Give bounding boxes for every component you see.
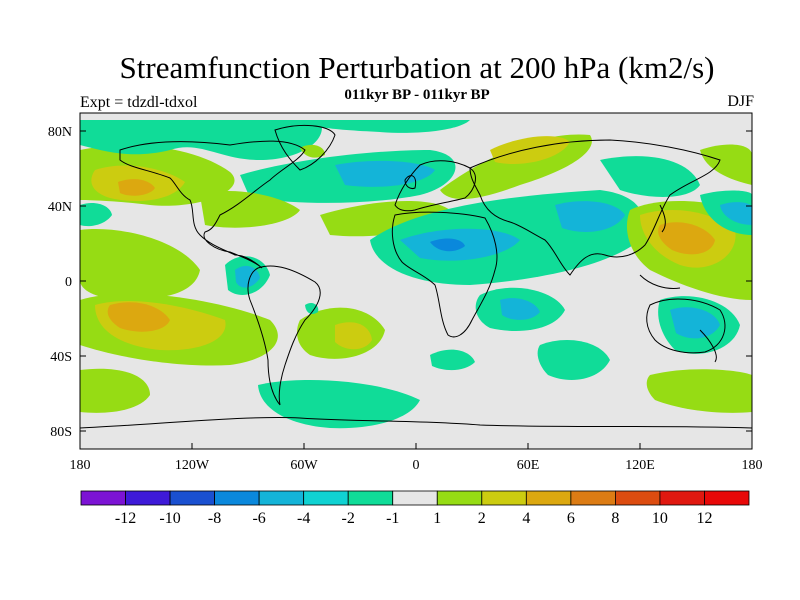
coast-greenland (274, 125, 336, 171)
contour-positive-region (658, 222, 715, 255)
map-panel (80, 113, 752, 449)
colorbar-swatch (169, 490, 216, 506)
colorbar-label: 10 (652, 510, 668, 527)
contour-negative-region (555, 201, 625, 232)
colorbar-label: 12 (696, 510, 712, 527)
contour-positive-region (700, 144, 752, 185)
colorbar-label: -2 (342, 510, 355, 527)
contour-negative-region (258, 380, 420, 429)
lat-axis: 80N 40N 0 40S 80S (48, 125, 752, 440)
contour-positive-region (107, 302, 170, 332)
coast-asia (469, 139, 721, 276)
colorbar-label: 2 (478, 510, 486, 527)
coast-africa (391, 211, 498, 338)
contour-negative-region (600, 156, 700, 197)
colorbar-swatch (392, 490, 438, 506)
contour-negative-region (500, 298, 540, 320)
lat-tick-label: 40S (50, 350, 72, 365)
map-subtitle: 011kyr BP - 011kyr BP (344, 87, 490, 103)
lon-tick-label: 60W (290, 458, 318, 473)
contour-negative-region (305, 302, 319, 314)
colorbar-swatch (347, 490, 394, 506)
coast-south-america (247, 265, 321, 406)
contour-negative-region (537, 340, 610, 380)
contour-positive-region (200, 190, 300, 228)
map-title: Streamfunction Perturbation at 200 hPa (… (119, 50, 715, 85)
contour-positive-region (646, 369, 752, 413)
lon-tick-label: 0 (413, 458, 420, 473)
coast-north-america (119, 140, 306, 269)
contour-negative-region (335, 160, 435, 187)
colorbar-label: -12 (115, 510, 136, 527)
contour-negative-region (430, 238, 465, 252)
colorbar-label: -4 (297, 510, 310, 527)
lat-tick-label: 0 (65, 275, 72, 290)
colorbar-swatch (303, 490, 349, 506)
contour-negative-region (670, 307, 720, 339)
coastlines (80, 125, 752, 429)
colorbar-label: 8 (611, 510, 619, 527)
lon-tick-label: 120E (625, 458, 655, 473)
contour-positive-region (80, 229, 200, 300)
contour-positive-region (335, 322, 372, 350)
colorbar-swatch (570, 490, 616, 506)
lat-tick-label: 40N (48, 200, 72, 215)
lat-tick-label: 80N (48, 125, 72, 140)
colorbar-swatch (436, 490, 483, 506)
colorbar-swatch (615, 490, 661, 506)
colorbar-label: -8 (208, 510, 221, 527)
contour-negative-region (430, 349, 475, 371)
colorbar-swatch (704, 490, 750, 506)
colorbar: -12 -10 -8 -6 -4 -2 -1 1 2 4 6 8 10 12 (80, 490, 750, 527)
contour-negative-region (720, 202, 752, 225)
contour-negative-region (80, 120, 322, 160)
colorbar-swatch (80, 490, 126, 506)
contour-negative-region (300, 120, 470, 133)
contour-positive-region (80, 368, 150, 413)
contour-negative-region (80, 203, 112, 227)
colorbar-label: -10 (159, 510, 180, 527)
contour-positive-region (118, 179, 155, 196)
lat-tick-label: 80S (50, 425, 72, 440)
colorbar-swatch (659, 490, 705, 506)
coast-europe (394, 160, 476, 212)
colorbar-label: -6 (252, 510, 265, 527)
colorbar-swatch (525, 490, 572, 506)
season-label: DJF (727, 93, 754, 110)
contour-positive-region (300, 144, 325, 158)
contour-positive-region (490, 136, 570, 164)
colorbar-swatch (214, 490, 260, 506)
colorbar-swatch (125, 490, 171, 506)
colorbar-swatch (258, 490, 305, 506)
contour-field (80, 120, 752, 429)
experiment-label: Expt = tdzdl-tdxol (80, 94, 198, 111)
coast-antarctica (80, 416, 752, 429)
lon-tick-label: 180 (742, 458, 763, 473)
lon-tick-label: 120W (175, 458, 210, 473)
lon-axis: 180 120W 60W 0 60E 120E 180 (70, 443, 763, 473)
lon-tick-label: 60E (517, 458, 540, 473)
lon-tick-label: 180 (70, 458, 91, 473)
colorbar-label: 6 (567, 510, 575, 527)
coast-islands (639, 204, 717, 363)
colorbar-label: 4 (522, 510, 530, 527)
coast-australia (646, 298, 726, 354)
colorbar-swatch (481, 490, 527, 506)
colorbar-label: -1 (386, 510, 399, 527)
colorbar-label: 1 (433, 510, 441, 527)
coast-uk (404, 175, 417, 189)
